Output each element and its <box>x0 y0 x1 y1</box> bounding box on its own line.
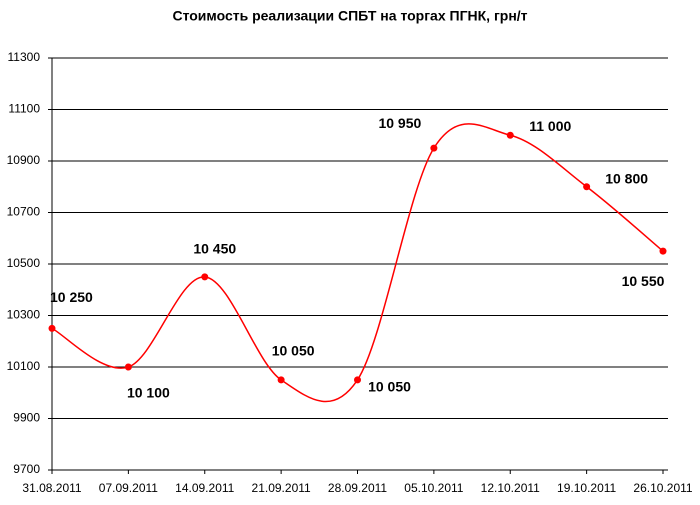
data-label: 10 800 <box>605 170 648 186</box>
data-label: 10 950 <box>378 115 421 131</box>
point <box>201 273 209 281</box>
data-label: 10 050 <box>368 379 411 395</box>
point <box>659 247 667 255</box>
x-tick-label: 14.09.2011 <box>175 481 234 495</box>
data-label: 10 250 <box>50 289 93 305</box>
y-tick-label: 10700 <box>7 205 41 219</box>
y-tick-label: 10100 <box>7 359 41 373</box>
data-label: 11 000 <box>529 118 571 134</box>
point <box>583 183 591 191</box>
y-tick-label: 10500 <box>7 256 41 270</box>
point <box>277 376 285 384</box>
point <box>506 131 514 139</box>
y-tick-label: 9900 <box>13 411 40 425</box>
y-tick-label: 10300 <box>7 308 41 322</box>
chart-title: Стоимость реализации СПБТ на торгах ПГНК… <box>172 8 527 24</box>
data-label: 10 550 <box>622 273 665 289</box>
x-tick-label: 26.10.2011 <box>633 481 692 495</box>
x-tick-label: 28.09.2011 <box>328 481 387 495</box>
y-tick-label: 9700 <box>13 462 40 476</box>
y-tick-label: 11300 <box>8 50 41 64</box>
point <box>48 324 56 332</box>
x-tick-label: 07.09.2011 <box>99 481 158 495</box>
x-tick-label: 12.10.2011 <box>481 481 540 495</box>
point <box>124 363 132 371</box>
x-tick-label: 21.09.2011 <box>252 481 311 495</box>
data-label: 10 050 <box>272 343 315 359</box>
data-label: 10 450 <box>193 241 236 257</box>
data-label: 10 100 <box>127 385 170 401</box>
x-tick-label: 31.08.2011 <box>22 481 81 495</box>
point <box>354 376 361 384</box>
y-tick-label: 10900 <box>7 153 41 167</box>
point <box>430 144 438 152</box>
x-tick-label: 19.10.2011 <box>557 481 616 495</box>
y-tick-label: 11100 <box>8 102 40 116</box>
x-tick-label: 05.10.2011 <box>404 481 463 495</box>
